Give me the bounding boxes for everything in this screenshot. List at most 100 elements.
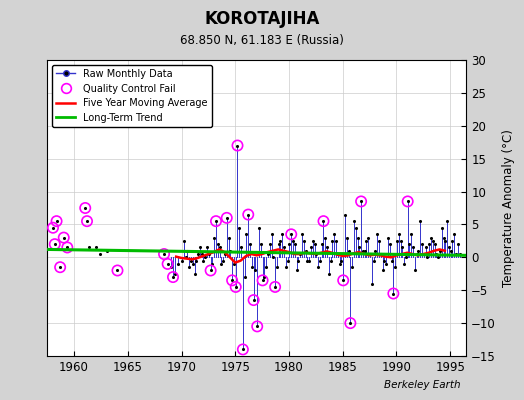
Point — [335, 261, 344, 267]
Legend: Raw Monthly Data, Quality Control Fail, Five Year Moving Average, Long-Term Tren: Raw Monthly Data, Quality Control Fail, … — [52, 65, 212, 127]
Point — [215, 244, 224, 251]
Point — [416, 218, 424, 224]
Point — [278, 231, 287, 238]
Point — [258, 277, 267, 284]
Point — [205, 251, 213, 257]
Point — [185, 264, 193, 270]
Point — [189, 261, 197, 267]
Point — [63, 244, 71, 251]
Point — [300, 238, 308, 244]
Point — [318, 241, 326, 247]
Point — [249, 297, 258, 303]
Point — [378, 267, 387, 274]
Point — [305, 258, 313, 264]
Point — [92, 244, 100, 251]
Point — [206, 267, 215, 274]
Point — [51, 241, 59, 247]
Point — [83, 218, 91, 224]
Point — [357, 198, 365, 205]
Point — [180, 238, 188, 244]
Point — [242, 231, 250, 238]
Point — [241, 274, 249, 280]
Point — [49, 224, 57, 231]
Point — [414, 248, 423, 254]
Point — [452, 251, 460, 257]
Point — [264, 251, 272, 257]
Point — [326, 258, 335, 264]
Point — [212, 218, 220, 224]
Point — [325, 270, 333, 277]
Point — [445, 244, 453, 251]
Point — [163, 261, 172, 267]
Point — [160, 251, 168, 257]
Text: KOROTAJIHA: KOROTAJIHA — [204, 10, 320, 28]
Point — [95, 251, 104, 257]
Point — [382, 261, 390, 267]
Point — [296, 251, 304, 257]
Point — [238, 346, 247, 353]
Point — [251, 267, 259, 274]
Point — [199, 258, 208, 264]
Point — [113, 267, 122, 274]
Point — [235, 224, 244, 231]
Point — [253, 323, 261, 330]
Point — [312, 251, 321, 257]
Point — [316, 258, 324, 264]
Point — [421, 244, 430, 251]
Point — [298, 231, 306, 238]
Point — [103, 248, 111, 254]
Point — [219, 258, 227, 264]
Point — [183, 248, 192, 254]
Point — [267, 231, 276, 238]
Point — [271, 284, 279, 290]
Point — [260, 274, 269, 280]
Point — [301, 248, 310, 254]
Point — [427, 234, 435, 241]
Point — [187, 258, 195, 264]
Point — [438, 224, 446, 231]
Point — [246, 241, 254, 247]
Point — [167, 264, 176, 270]
Point — [373, 231, 381, 238]
Point — [310, 241, 319, 247]
Point — [339, 277, 347, 284]
Point — [249, 297, 258, 303]
Point — [224, 234, 233, 241]
Point — [395, 231, 403, 238]
Point — [272, 264, 281, 270]
Point — [163, 261, 172, 267]
Point — [359, 248, 367, 254]
Point — [233, 142, 242, 149]
Point — [403, 198, 412, 205]
Point — [230, 261, 238, 267]
Point — [355, 244, 364, 251]
Point — [448, 238, 456, 244]
Point — [171, 270, 179, 277]
Point — [441, 238, 450, 244]
Point — [361, 248, 369, 254]
Point — [425, 241, 433, 247]
Point — [244, 211, 253, 218]
Point — [56, 264, 64, 270]
Point — [439, 234, 447, 241]
Point — [203, 244, 211, 251]
Point — [255, 224, 263, 231]
Point — [418, 241, 426, 247]
Point — [160, 251, 168, 257]
Point — [198, 251, 206, 257]
Point — [409, 244, 417, 251]
Point — [368, 280, 376, 287]
Point — [292, 267, 301, 274]
Point — [339, 277, 347, 284]
Point — [389, 290, 398, 297]
Point — [366, 251, 374, 257]
Point — [226, 248, 235, 254]
Point — [362, 238, 370, 244]
Point — [436, 248, 444, 254]
Point — [60, 234, 68, 241]
Point — [375, 238, 383, 244]
Point — [434, 254, 442, 260]
Point — [83, 218, 91, 224]
Point — [282, 264, 290, 270]
Point — [266, 241, 274, 247]
